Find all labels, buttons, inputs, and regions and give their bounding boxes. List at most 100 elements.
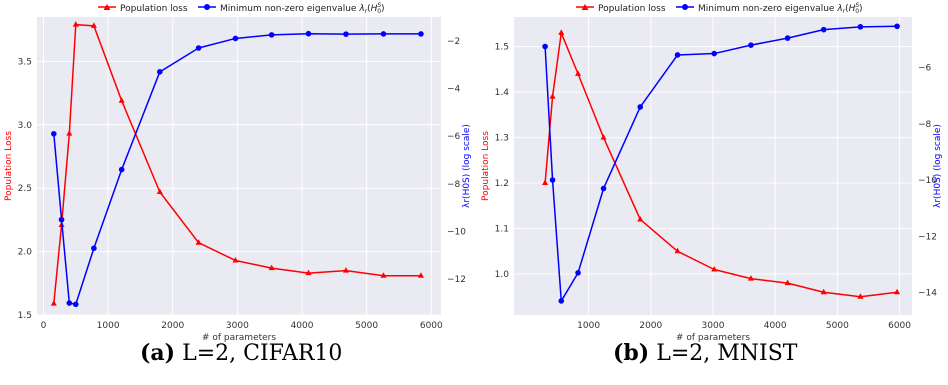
y-left-tick-label: 1.5: [18, 311, 32, 321]
caption-a-text: L=2, CIFAR10: [182, 341, 343, 366]
eigenvalue-point: [51, 131, 57, 137]
x-tick-label: 4000: [291, 321, 314, 331]
x-tick-label: 5000: [355, 321, 378, 331]
eigenvalue-point: [674, 52, 681, 58]
population-loss-point: [857, 293, 864, 299]
legend-marker-triangle: [103, 4, 111, 10]
x-tick-label: 2000: [639, 321, 662, 331]
population-loss-point: [558, 29, 565, 35]
population-loss-point: [342, 267, 349, 273]
caption-a: (a) L=2, CIFAR10: [140, 340, 342, 366]
legend-b-loss: Population loss: [598, 4, 666, 14]
eigenvalue-point: [542, 43, 548, 50]
eigenvalue-point: [118, 166, 125, 173]
legend-a-paren: (: [367, 4, 371, 14]
eigenvalue-point: [637, 104, 644, 110]
legend-b-sup: S: [855, 2, 859, 9]
plot-area: [37, 17, 441, 315]
legend-a-sub: r: [365, 8, 368, 15]
eigenvalue-point: [343, 31, 349, 37]
x-tick-label: 1000: [97, 321, 120, 331]
eigenvalue-point: [575, 270, 581, 276]
population-loss-point: [747, 275, 754, 281]
population-loss-point: [542, 179, 549, 186]
y-right-tick-label: −2: [447, 37, 460, 47]
legend-a-eigen: Minimum non-zero eigenvalue λr(HS 0): [220, 2, 385, 15]
x-tick-label: 3000: [226, 321, 249, 331]
caption-b-tag: (b): [613, 340, 650, 366]
eigenvalue-point: [232, 35, 239, 42]
y-left-tick-label: 1.3: [495, 134, 509, 144]
x-tick-label: 0: [41, 321, 47, 331]
caption-a-tag: (a): [140, 340, 176, 366]
population-loss-point: [575, 70, 582, 76]
y-right-tick-label: −14: [918, 289, 937, 299]
eigenvalue-point: [58, 216, 65, 223]
y-right-tick-label: −12: [447, 275, 466, 285]
y-right-tick-label: −10: [918, 176, 937, 186]
eigenvalue-point: [66, 300, 73, 306]
legend-b-close: ): [859, 4, 863, 14]
eigenvalue-point: [711, 50, 718, 57]
eigenvalue-point: [549, 177, 556, 183]
y-left-tick-label: 1.0: [495, 270, 510, 280]
population-loss-point: [90, 22, 97, 28]
y-right-axis-label: λr(H0S) (log scale): [462, 124, 472, 208]
legend-a: Population loss Minimum non-zero eigenva…: [98, 2, 385, 15]
y-left-tick-label: 1.4: [495, 88, 510, 98]
y-left-tick-label: 1.2: [495, 179, 509, 189]
population-loss-point: [417, 272, 424, 278]
caption-b-text: L=2, MNIST: [656, 341, 798, 366]
population-loss-point: [195, 239, 202, 245]
legend-marker-circle: [682, 4, 688, 10]
population-loss-point: [72, 21, 79, 27]
y-right-tick-label: −10: [447, 228, 466, 238]
population-loss-point: [380, 272, 387, 278]
y-right-tick-label: −12: [918, 232, 937, 242]
population-loss-point: [118, 97, 125, 103]
x-tick-label: 6000: [888, 321, 911, 331]
eigenvalue-point: [418, 31, 424, 37]
eigenvalue-point: [305, 30, 312, 37]
eigenvalue-point: [195, 45, 202, 51]
population-loss-point: [156, 188, 163, 194]
y-left-tick-label: 1.5: [495, 43, 509, 53]
y-left-tick-label: 2.0: [18, 248, 33, 258]
x-tick-label: 5000: [826, 321, 849, 331]
x-tick-label: 3000: [702, 321, 725, 331]
eigenvalue-point: [748, 42, 754, 48]
population-loss-point: [66, 130, 73, 136]
eigenvalue-point: [600, 185, 607, 192]
legend-b-eigen-text: Minimum non-zero eigenvalue: [698, 4, 837, 14]
legend-a-sub0: 0: [377, 8, 381, 15]
population-loss-point: [637, 215, 644, 222]
legend-marker-circle: [204, 4, 210, 10]
population-loss-point: [268, 264, 275, 271]
panel-b: 1000 2000 3000 4000 5000 6000 1.0 1.1 1.2 1.3 1.4 1…: [481, 17, 943, 343]
y-left-tick-label: 3.5: [18, 57, 32, 67]
population-loss-point: [305, 269, 312, 276]
legend-marker-triangle: [581, 4, 589, 10]
y-right-tick-label: −4: [447, 85, 461, 95]
legend-b-H: H: [849, 4, 856, 14]
x-axis-label: # of parameters: [676, 333, 750, 343]
y-left-axis-label: Population Loss: [481, 131, 491, 201]
legend-a-loss: Population loss: [120, 4, 188, 14]
population-loss-point: [232, 256, 239, 263]
population-loss-point: [784, 279, 791, 286]
x-axis-label: # of parameters: [202, 333, 276, 343]
eigenvalue-point: [157, 69, 163, 75]
legend-a-sup: S: [377, 2, 381, 9]
legend-b-lambda: λ: [836, 4, 842, 14]
legend-a-close: ): [381, 4, 385, 14]
y-right-tick-label: −8: [447, 180, 461, 190]
population-loss-point: [549, 93, 556, 99]
y-left-tick-label: 3.0: [18, 121, 33, 131]
eigenvalue-point: [91, 245, 97, 252]
y-right-tick-label: −8: [918, 120, 932, 130]
legend-b: Population loss Minimum non-zero eigenva…: [576, 2, 863, 15]
legend-a-H: H: [371, 4, 378, 14]
y-left-tick-label: 1.1: [495, 225, 509, 235]
population-loss-line: [53, 23, 421, 304]
x-tick-label: 2000: [161, 321, 184, 331]
